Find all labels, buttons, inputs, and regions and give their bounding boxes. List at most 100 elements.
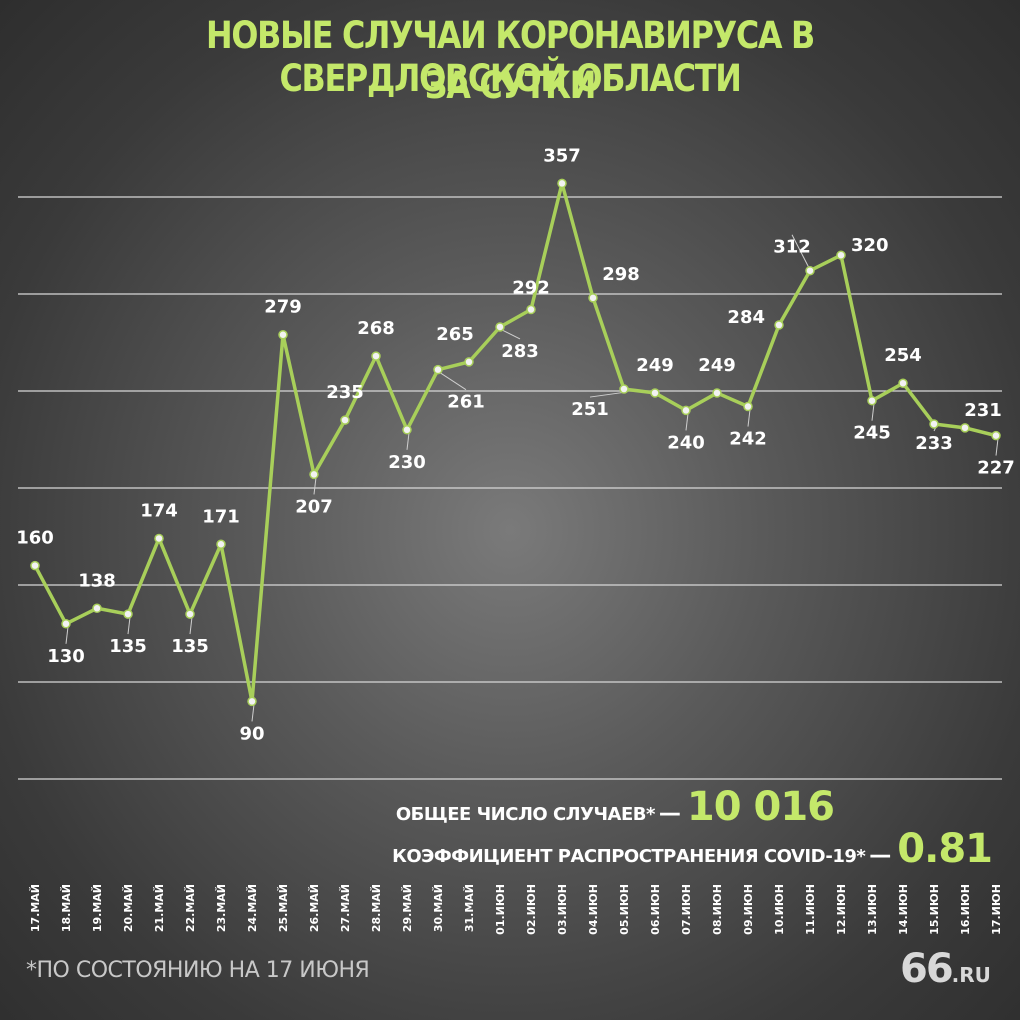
data-label: 357 [543,145,581,166]
x-tick-label: 29.МАЙ [401,884,414,932]
x-tick-label: 24.МАЙ [246,884,259,932]
x-tick-label: 14.ИЮН [897,884,910,935]
data-label: 284 [727,307,765,328]
data-point [712,388,722,398]
x-tick-label: 25.МАЙ [277,884,290,932]
x-tick-label: 19.МАЙ [91,884,104,932]
x-tick-label: 06.ИЮН [649,884,662,935]
x-tick-label: 22.МАЙ [184,884,197,932]
x-tick-label: 13.ИЮН [866,884,879,935]
data-point [61,619,71,629]
data-label: 292 [512,278,550,299]
data-point [743,401,753,412]
x-tick-label: 01.ИЮН [494,884,507,935]
data-point [836,250,846,260]
x-tick-label: 15.ИЮН [928,884,941,935]
x-tick-label: 20.МАЙ [122,884,135,932]
data-label: 130 [47,646,85,667]
logo-number: 66 [900,946,954,992]
label-leader [685,413,689,431]
data-label: 245 [853,423,891,444]
data-label: 298 [602,264,640,285]
data-point [898,378,908,388]
data-label: 135 [109,636,147,657]
label-leader [747,409,751,427]
data-label: 249 [698,355,736,376]
footnote: *ПО СОСТОЯНИЮ НА 17 ИЮНЯ [26,958,370,983]
data-label: 312 [773,237,811,258]
x-tick-label: 08.ИЮН [711,884,724,935]
data-point [650,388,660,398]
x-tick-label: 10.ИЮН [773,884,786,935]
x-tick-label: 12.ИЮН [835,884,848,935]
data-point [340,415,350,425]
data-point [433,364,443,375]
spread-coefficient-value: 0.81 [897,826,993,872]
data-label: 320 [851,235,889,256]
chart-title-line2: ЗА СУТКИ [424,64,597,107]
data-point [557,178,567,189]
data-label: 231 [964,400,1002,421]
label-leader [127,617,131,635]
data-label: 261 [447,392,485,413]
data-point [371,351,381,361]
site-logo: 66 .RU [900,946,991,992]
data-label: 268 [357,318,395,339]
spread-coefficient-label: КОЭФФИЦИЕНТ РАСПРОСТРАНЕНИЯ COVID-19* [392,846,866,867]
spread-dash: — [869,843,892,868]
label-leader [406,432,410,450]
data-point [929,419,939,429]
data-label: 135 [171,636,209,657]
data-label: 251 [571,399,609,420]
label-leader [871,403,875,421]
data-label: 240 [667,432,705,453]
data-point [30,560,40,571]
x-tick-label: 28.МАЙ [370,884,383,932]
data-label: 265 [436,324,474,345]
data-point [92,603,102,614]
x-tick-label: 05.ИЮН [618,884,631,935]
data-label: 254 [884,345,922,366]
series-line [33,181,998,704]
data-point [588,293,598,303]
label-leader [589,391,627,398]
x-tick-label: 27.МАЙ [339,884,352,932]
x-tick-label: 09.ИЮН [742,884,755,935]
data-point [185,609,195,619]
data-point [619,384,629,394]
data-label: 171 [202,506,240,527]
x-tick-label: 31.МАЙ [463,884,476,932]
data-point [526,304,536,315]
data-label: 233 [915,433,953,454]
x-tick-label: 04.ИЮН [587,884,600,935]
label-leader [501,329,521,340]
data-point [681,405,691,416]
data-point [960,423,970,433]
x-tick-label: 11.ИЮН [804,884,817,935]
data-point [805,265,815,276]
x-tick-label: 30.МАЙ [432,884,445,932]
label-leader [313,477,317,495]
spread-coefficient: КОЭФФИЦИЕНТ РАСПРОСТРАНЕНИЯ COVID-19* — … [392,826,993,872]
data-point [216,539,226,550]
x-tick-label: 03.ИЮН [556,884,569,935]
data-point [278,329,288,340]
data-label: 207 [295,496,333,517]
x-tick-label: 17.ИЮН [990,884,1003,935]
data-point [402,425,412,435]
label-leader [189,617,193,635]
data-point [991,430,1001,441]
x-tick-label: 16.ИЮН [959,884,972,935]
data-label: 235 [326,382,364,403]
x-tick-label: 21.МАЙ [153,884,166,932]
data-point [309,469,319,480]
x-tick-label: 18.МАЙ [60,884,73,932]
data-point [867,395,877,406]
chart-title-line1: НОВЫЕ СЛУЧАИ КОРОНАВИРУСА В СВЕРДЛОВСКОЙ… [206,14,815,100]
total-cases-label: ОБЩЕЕ ЧИСЛО СЛУЧАЕВ* [395,804,656,825]
data-point [495,322,505,332]
logo-suffix: .RU [951,963,991,987]
data-label: 283 [501,341,539,362]
total-dash: — [658,801,681,826]
